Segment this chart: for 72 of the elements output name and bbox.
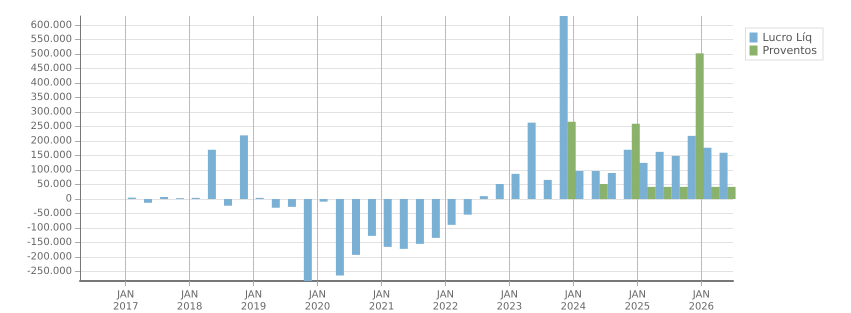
legend-label: Proventos <box>762 44 818 57</box>
bar <box>448 199 456 225</box>
x-tick-label: JAN 2024 <box>560 290 586 312</box>
x-tick-label: JAN 2021 <box>368 290 394 312</box>
y-tick-label: 450.000 <box>30 63 72 74</box>
y-tick-label: 50.000 <box>37 179 72 190</box>
bar <box>656 152 664 200</box>
bar <box>640 162 648 200</box>
y-tick-label: -100.000 <box>27 222 72 234</box>
bar <box>575 170 584 200</box>
bar <box>320 199 328 202</box>
bar <box>528 122 536 200</box>
bar <box>600 184 608 200</box>
y-tick-label: -200.000 <box>27 251 72 262</box>
y-tick-label: -250.000 <box>27 266 72 277</box>
bar <box>608 172 616 200</box>
bar <box>592 170 600 200</box>
y-tick-label: 400.000 <box>30 78 72 89</box>
bar <box>368 199 376 236</box>
bar <box>672 156 680 200</box>
bar <box>711 186 720 200</box>
bar <box>696 53 704 200</box>
bar <box>544 180 552 200</box>
y-tick-label: 0 <box>66 194 72 205</box>
bar <box>272 199 280 208</box>
bar <box>680 186 688 200</box>
bar <box>288 199 296 207</box>
y-tick-label: 550.000 <box>30 34 72 46</box>
bar <box>632 124 640 200</box>
x-tick-label: JAN 2022 <box>432 290 458 312</box>
bar <box>512 174 520 200</box>
bar <box>496 184 504 200</box>
bar <box>720 152 728 200</box>
bar <box>144 199 152 203</box>
x-tick-label: JAN 2019 <box>240 290 266 312</box>
bar <box>664 186 672 200</box>
bar <box>416 199 424 244</box>
bar <box>624 150 632 200</box>
bar <box>480 196 488 200</box>
y-tick-label: 250.000 <box>30 121 72 132</box>
bar <box>688 136 696 200</box>
legend-label: Lucro Líq <box>762 31 812 44</box>
y-tick-label: 100.000 <box>30 164 72 176</box>
bar <box>703 148 712 200</box>
bar <box>240 135 248 200</box>
bar <box>728 186 736 200</box>
bar <box>352 199 360 255</box>
bar <box>400 199 408 249</box>
bar <box>336 199 344 276</box>
x-tick-label: JAN 2025 <box>624 290 650 312</box>
bar <box>560 16 568 200</box>
y-tick-label: 500.000 <box>30 48 72 60</box>
bar <box>648 186 656 200</box>
bar <box>568 122 576 200</box>
y-tick-label: 150.000 <box>30 150 72 162</box>
bar <box>304 199 312 281</box>
bar <box>208 150 216 200</box>
y-tick-label: 600.000 <box>30 20 72 31</box>
bar <box>224 199 232 206</box>
x-tick-label: JAN 2017 <box>112 290 138 312</box>
x-tick-label: JAN 2023 <box>496 290 522 312</box>
y-tick-label: -150.000 <box>27 236 72 248</box>
bar <box>432 199 440 238</box>
y-tick-label: -50.000 <box>33 208 72 220</box>
y-tick-label: 350.000 <box>30 92 72 104</box>
bar <box>384 199 392 247</box>
x-tick-label: JAN 2018 <box>176 290 202 312</box>
y-tick-label: 300.000 <box>30 106 72 118</box>
x-tick-label: JAN 2026 <box>688 290 714 312</box>
x-tick-label: JAN 2020 <box>304 290 330 312</box>
y-tick-label: 200.000 <box>30 136 72 147</box>
bar <box>464 199 472 215</box>
